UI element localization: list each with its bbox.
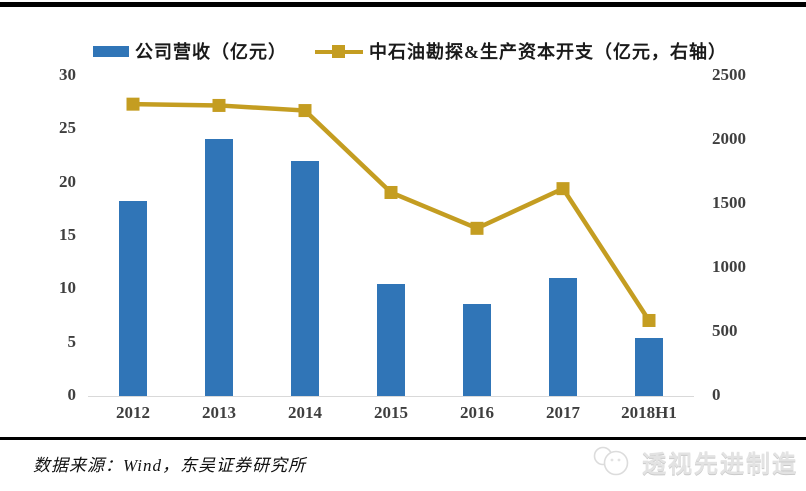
legend-line-swatch-icon <box>315 44 363 58</box>
legend: 公司营收（亿元） 中石油勘探&生产资本开支（亿元，右轴） <box>93 38 727 64</box>
legend-line-marker <box>332 44 345 58</box>
bar-2017 <box>549 277 577 396</box>
y-tick-label-left: 5 <box>67 331 77 351</box>
y-tick-label-right: 500 <box>712 321 738 340</box>
bubbles-logo-icon <box>593 446 629 475</box>
y-tick-label-left: 15 <box>59 225 76 244</box>
y-tick-label-right: 1500 <box>712 193 746 212</box>
y-tick-label-left: 20 <box>59 171 76 191</box>
y-tick-label-right: 1000 <box>712 257 746 276</box>
x-tick-label-2015: 2015 <box>374 403 408 422</box>
y-tick-label-left: 25 <box>59 118 76 138</box>
line-point-2014 <box>298 104 312 118</box>
line-point-2016 <box>470 221 484 235</box>
bar-2014 <box>291 161 319 396</box>
legend-item-revenue: 公司营收（亿元） <box>93 38 287 64</box>
line-point-2015 <box>384 185 398 199</box>
top-divider <box>0 2 806 7</box>
y-tick-label-left: 0 <box>67 385 77 404</box>
footer-divider <box>0 437 806 440</box>
legend-label-revenue: 公司营收（亿元） <box>135 42 287 62</box>
y-tick-label-right: 2500 <box>712 65 746 84</box>
x-axis-line <box>88 396 694 397</box>
line-point-2013 <box>212 98 226 112</box>
legend-bar-swatch-icon <box>93 45 129 57</box>
bar-2018H1 <box>635 338 663 396</box>
source-note: 数据来源：Wind，东吴证券研究所 <box>33 456 306 475</box>
x-tick-label-2017: 2017 <box>546 403 580 422</box>
x-tick-label-2012: 2012 <box>116 403 150 422</box>
y-tick-label-left: 30 <box>59 65 76 84</box>
bar-2015 <box>377 284 405 396</box>
x-tick-label-2014: 2014 <box>288 403 322 422</box>
x-tick-label-2016: 2016 <box>460 403 494 422</box>
bar-2016 <box>463 304 491 396</box>
x-tick-label-2018H1: 2018H1 <box>621 403 677 422</box>
watermark-text: 透视先进制造 <box>642 452 798 478</box>
y-tick-label-right: 0 <box>712 385 721 404</box>
y-tick-label-left: 10 <box>59 278 76 298</box>
y-tick-label-right: 2000 <box>712 129 746 148</box>
legend-label-capex: 中石油勘探&生产资本开支（亿元，右轴） <box>369 42 727 62</box>
line-point-2012 <box>126 97 140 111</box>
line-point-2018H1 <box>642 313 656 327</box>
line-point-2017 <box>556 182 570 196</box>
bar-2013 <box>205 138 233 396</box>
x-tick-label-2013: 2013 <box>202 403 236 422</box>
legend-item-capex: 中石油勘探&生产资本开支（亿元，右轴） <box>315 38 727 64</box>
bar-2012 <box>119 200 147 396</box>
watermark: 透视先进制造 <box>590 444 798 479</box>
